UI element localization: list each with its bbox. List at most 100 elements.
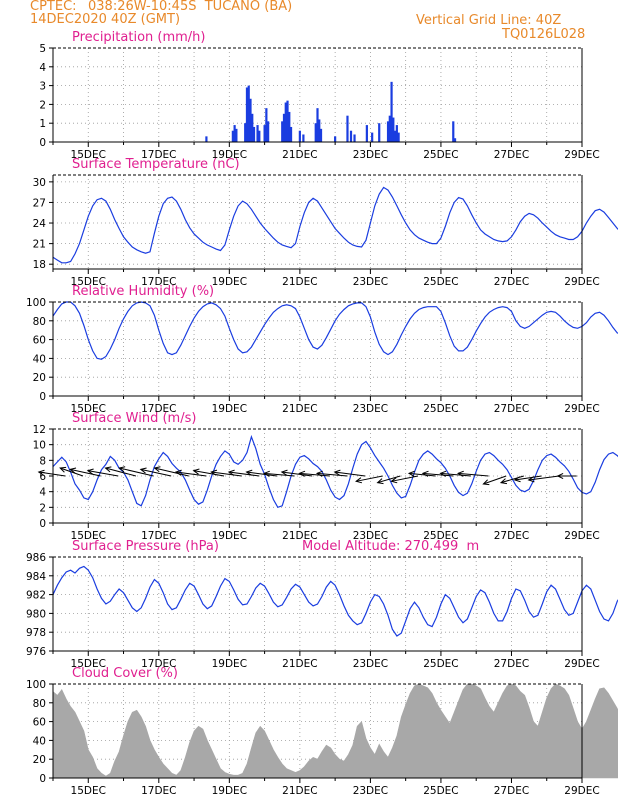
precip-bar <box>378 123 381 142</box>
precip-bar <box>302 134 305 142</box>
x-tick-label: 17DEC <box>141 530 176 542</box>
wind-vector <box>440 472 471 477</box>
x-tick-label: 15DEC <box>71 785 106 797</box>
y-tick-label: 2 <box>39 99 46 111</box>
y-tick-label: 20 <box>33 372 46 384</box>
wind-vector-head <box>298 470 306 477</box>
series-line <box>52 301 618 360</box>
x-tick-label: 15DEC <box>71 658 106 670</box>
y-tick-label: 80 <box>33 316 46 328</box>
x-tick-label: 21DEC <box>282 403 317 415</box>
precip-bar <box>288 111 291 142</box>
precip-bar <box>267 121 270 142</box>
x-tick-label: 29DEC <box>564 530 599 542</box>
precip-bar <box>371 132 374 142</box>
wind-vector-head <box>333 469 341 476</box>
x-tick-label: 25DEC <box>423 530 458 542</box>
wind-vector <box>317 472 348 477</box>
precip-bar <box>314 123 317 142</box>
x-tick-label: 19DEC <box>212 658 247 670</box>
wind-vector <box>500 475 524 484</box>
wind-vector <box>87 470 119 477</box>
x-tick-label: 21DEC <box>282 658 317 670</box>
precip-bar <box>316 108 319 142</box>
precip-bar <box>286 100 289 142</box>
wind-vector <box>377 475 401 484</box>
panel-1: 18 21 24 27 30 15DEC 17DEC 19DEC 21DEC 23DEC 25DEC… <box>33 174 618 288</box>
x-tick-label: 29DEC <box>564 276 599 288</box>
y-tick-label: 30 <box>33 177 46 189</box>
x-tick-label: 27DEC <box>494 403 529 415</box>
x-tick-label: 15DEC <box>71 149 106 161</box>
precip-bar <box>244 123 247 142</box>
precip-title: Precipitation (mm/h) <box>72 30 206 45</box>
x-tick-label: 19DEC <box>212 785 247 797</box>
y-tick-label: 40 <box>33 735 46 747</box>
y-tick-label: 984 <box>26 571 46 583</box>
x-tick-label: 19DEC <box>212 403 247 415</box>
wind-vector-head <box>407 470 415 477</box>
y-tick-label: 10 <box>33 440 46 452</box>
cloud-area <box>52 683 618 779</box>
x-tick-label: 27DEC <box>494 785 529 797</box>
y-tick-label: 0 <box>39 391 46 403</box>
x-tick-label: 21DEC <box>282 276 317 288</box>
precip-bar <box>453 138 457 142</box>
y-tick-label: 27 <box>33 197 46 209</box>
header-source: CPTEC: <box>30 0 77 14</box>
wind-vector-head <box>69 467 77 474</box>
precip-bar <box>349 130 353 142</box>
x-tick-label: 27DEC <box>494 149 529 161</box>
panel-2: 0 20 40 60 80 100 15DEC 17DEC 19DEC 21DEC 23DEC 25D… <box>26 297 618 415</box>
wind-vector-head <box>456 470 464 477</box>
precip-bar <box>282 113 286 142</box>
wind-vector-head <box>439 470 447 477</box>
wind-vector-head <box>499 478 508 485</box>
wind-vector-head <box>174 469 182 476</box>
x-tick-label: 23DEC <box>353 785 388 797</box>
x-tick-label: 15DEC <box>71 530 106 542</box>
wind-vector-head <box>513 476 521 483</box>
wind-vector <box>483 475 507 485</box>
precip-bar <box>251 113 254 142</box>
y-tick-label: 4 <box>39 62 46 74</box>
y-tick-label: 976 <box>26 646 46 658</box>
y-tick-label: 0 <box>39 518 46 530</box>
x-tick-label: 17DEC <box>141 149 176 161</box>
x-tick-label: 19DEC <box>212 530 247 542</box>
precip-bar <box>281 121 284 142</box>
precip-bar <box>395 125 398 142</box>
x-tick-label: 29DEC <box>564 149 599 161</box>
x-tick-label: 17DEC <box>141 276 176 288</box>
wind-vector <box>514 475 542 481</box>
wind-vector <box>356 475 383 482</box>
y-tick-label: 40 <box>33 353 46 365</box>
x-tick-label: 17DEC <box>141 785 176 797</box>
y-tick-label: 3 <box>39 81 46 93</box>
y-tick-label: 980 <box>26 608 46 620</box>
wind-vector-head <box>376 478 384 485</box>
panel-5: 0 20 40 60 80 100 15DEC 17DEC 19DEC 21DEC 23DEC 25D… <box>26 679 618 797</box>
x-tick-label: 23DEC <box>353 403 388 415</box>
y-tick-label: 24 <box>33 218 47 230</box>
precip-bar <box>233 125 236 142</box>
precip-bar <box>263 125 266 142</box>
x-tick-label: 25DEC <box>423 276 458 288</box>
wind-vector <box>193 470 225 477</box>
precip-bar <box>249 98 252 142</box>
wind-vector-head <box>421 470 429 477</box>
wind-vector-head <box>280 469 288 476</box>
wind-vector <box>60 467 84 477</box>
x-tick-label: 21DEC <box>282 530 317 542</box>
x-tick-label: 15DEC <box>71 276 106 288</box>
precip-bar <box>205 136 208 142</box>
wind-vector-head <box>86 468 94 475</box>
y-tick-label: 18 <box>33 259 46 271</box>
y-tick-label: 978 <box>26 627 46 639</box>
wind-vector-head <box>245 469 253 476</box>
wind-vector <box>334 471 366 477</box>
x-tick-label: 19DEC <box>212 276 247 288</box>
precip-bar <box>346 115 349 142</box>
wind-vector <box>391 475 419 482</box>
